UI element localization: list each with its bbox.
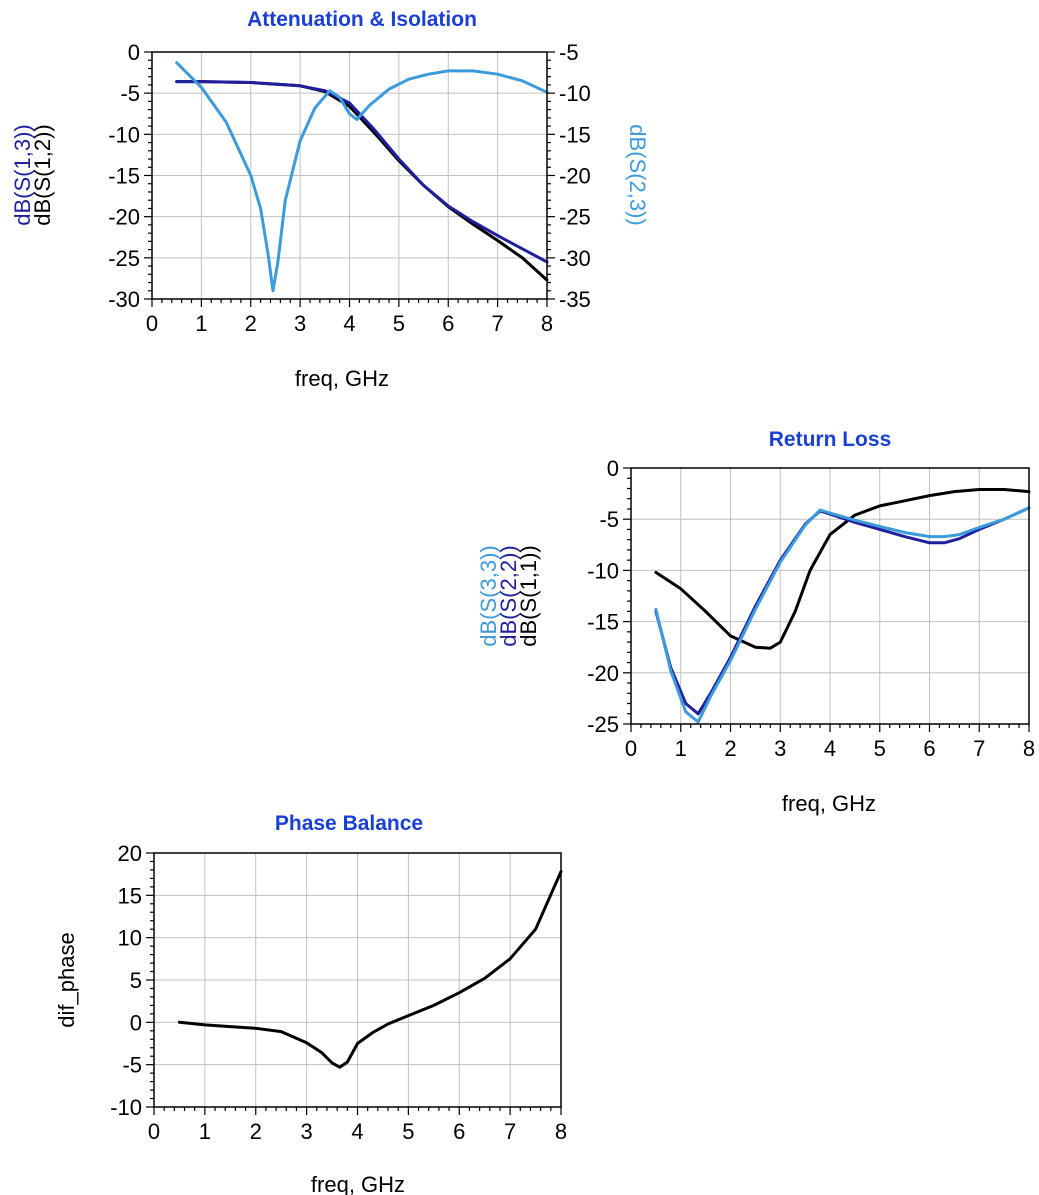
x-tick-label: 3 (294, 311, 306, 336)
x-tick-label: 1 (675, 736, 687, 761)
y2-tick-label: -35 (559, 287, 591, 312)
y-tick-label: 10 (118, 926, 142, 951)
y2-tick-label: -25 (559, 205, 591, 230)
y-tick-label: -10 (108, 122, 140, 147)
y-tick-label: -20 (108, 205, 140, 230)
x-tick-label: 2 (250, 1119, 262, 1144)
y-tick-label: -5 (120, 81, 140, 106)
y-axis-label: dB(S(3,3)) (476, 545, 501, 646)
x-tick-label: 7 (492, 311, 504, 336)
y-axis-label: dB(S(1,2)) (30, 124, 55, 225)
x-tick-label: 4 (343, 311, 355, 336)
series-line (177, 870, 563, 1069)
x-tick-label: 5 (402, 1119, 414, 1144)
series-line (175, 80, 549, 264)
y-tick-label: 0 (130, 1010, 142, 1035)
chart-returnloss: Return Loss 0 1 2 3 4 5 6 7 8 0 -5 -10 -15 -20 -25 freq,… (476, 428, 1035, 816)
x-tick-label: 4 (824, 736, 836, 761)
x-tick-label: 1 (195, 311, 207, 336)
y-tick-label: -10 (110, 1095, 142, 1120)
y2-tick-label: -5 (559, 40, 579, 65)
x-tick-label: 8 (541, 311, 553, 336)
x-tick-label: 8 (555, 1119, 567, 1144)
x-tick-label: 0 (148, 1119, 160, 1144)
series-line (654, 488, 1031, 650)
y-tick-label: -30 (108, 287, 140, 312)
series-line (175, 80, 549, 282)
x-tick-label: 5 (393, 311, 405, 336)
x-tick-label: 6 (442, 311, 454, 336)
y-tick-label: 0 (607, 456, 619, 481)
chart-phasebalance: Phase Balance 0 1 2 3 4 5 6 7 8 20 15 10 5 0 -5 -10 freq,… (54, 812, 567, 1195)
chart-title: Return Loss (769, 428, 892, 451)
y-axis-label: dB(S(1,3)) (10, 124, 35, 225)
x-tick-label: 3 (774, 736, 786, 761)
y-tick-label: -10 (587, 558, 619, 583)
x-tick-label: 0 (146, 311, 158, 336)
x-tick-label: 6 (923, 736, 935, 761)
series-line (654, 506, 1031, 716)
y-axis-label: dB(S(1,1)) (516, 545, 541, 646)
y-axis-label: dif_phase (54, 932, 79, 1027)
x-tick-label: 2 (245, 311, 257, 336)
x-tick-label: 0 (625, 736, 637, 761)
y-tick-label: -5 (122, 1053, 142, 1078)
x-tick-label: 4 (351, 1119, 363, 1144)
x-tick-label: 8 (1023, 736, 1035, 761)
x-tick-label: 1 (199, 1119, 211, 1144)
y2-tick-label: -10 (559, 81, 591, 106)
series-line (654, 506, 1031, 724)
y-tick-label: 0 (128, 40, 140, 65)
x-axis-label: freq, GHz (295, 366, 389, 391)
y-tick-label: -15 (108, 164, 140, 189)
y2-tick-label: -15 (559, 122, 591, 147)
x-tick-label: 5 (874, 736, 886, 761)
x-axis-label: freq, GHz (311, 1172, 405, 1195)
x-axis-label: freq, GHz (782, 791, 876, 816)
x-tick-label: 3 (301, 1119, 313, 1144)
y-tick-label: -15 (587, 610, 619, 635)
y-tick-label: -25 (108, 246, 140, 271)
y-tick-label: -20 (587, 661, 619, 686)
series-line (175, 61, 549, 293)
chart-title: Phase Balance (275, 812, 423, 835)
y-axis-label: dB(S(2,2)) (496, 545, 521, 646)
chart-title: Attenuation & Isolation (247, 8, 477, 31)
y-tick-label: 5 (130, 968, 142, 993)
y2-tick-label: -30 (559, 246, 591, 271)
y-tick-label: -5 (599, 507, 619, 532)
y2-tick-label: -20 (559, 164, 591, 189)
y2-axis-label: dB(S(2,3)) (625, 124, 650, 225)
x-tick-label: 7 (504, 1119, 516, 1144)
y-tick-label: 15 (118, 883, 142, 908)
y-tick-label: -25 (587, 712, 619, 737)
x-tick-label: 7 (973, 736, 985, 761)
y-tick-label: 20 (118, 841, 142, 866)
chart-attenuation: Attenuation & Isolation 0 1 2 3 4 5 6 7 8 0 -5 -10 -1… (10, 8, 650, 391)
x-tick-label: 6 (453, 1119, 465, 1144)
x-tick-label: 2 (724, 736, 736, 761)
